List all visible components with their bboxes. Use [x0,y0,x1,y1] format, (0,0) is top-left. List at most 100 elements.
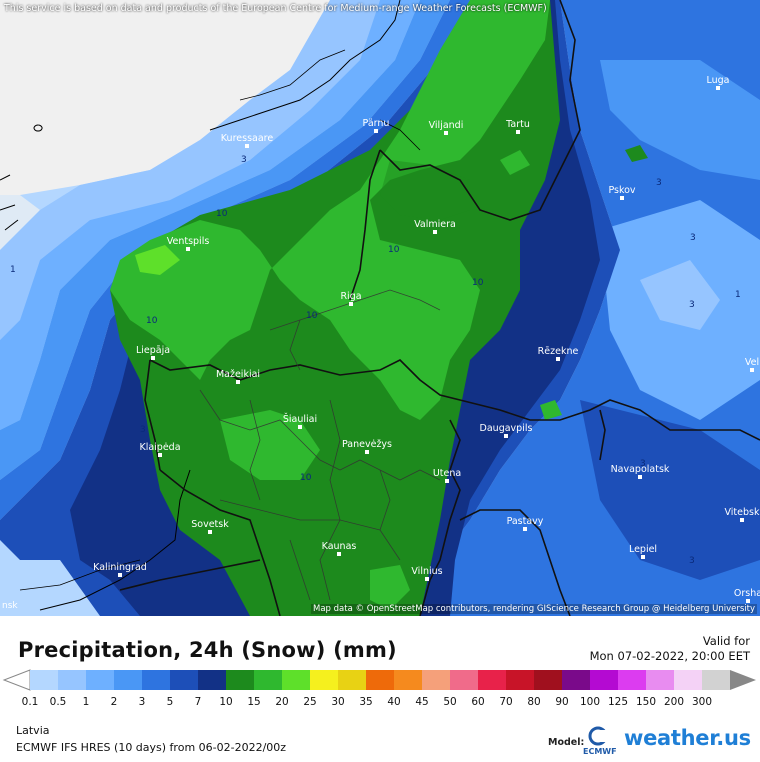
scale-swatch [478,670,506,690]
scale-swatch [646,670,674,690]
scale-tick-label: 150 [635,696,657,708]
city-marker [236,380,240,384]
city-label[interactable]: Riga [340,291,361,302]
city-label[interactable]: Tartu [505,119,530,130]
scale-swatch [674,670,702,690]
city-marker [425,577,429,581]
precipitation-map[interactable]: 3 3 10 10 10 10 10 3 3 1 3 3 1 10 3 Luga Pärnu Viljandi T… [0,0,760,616]
scale-tick-label: 90 [555,696,569,708]
city-marker [523,527,527,531]
scale-tick-label: 0.1 [21,696,39,708]
scale-tick-label: 3 [138,696,146,708]
model-run: ECMWF IFS HRES (10 days) from 06-02-2022… [16,741,287,754]
city-label[interactable]: Kaliningrad [93,562,147,573]
city-label[interactable]: Klaipėda [139,442,180,453]
ecmwf-logo: ECMWF [582,726,618,762]
isoline-label: 1 [10,265,16,275]
city-marker [556,357,560,361]
city-marker [186,247,190,251]
scale-tick-label: 50 [443,696,457,708]
city-marker [504,434,508,438]
city-label[interactable]: Viljandi [429,120,464,131]
city-label[interactable]: Navapolatsk [611,464,670,475]
city-marker [716,86,720,90]
scale-tick-label: 300 [691,696,713,708]
city-marker [638,475,642,479]
isoline-label: 3 [690,233,696,243]
color-scale [0,668,760,702]
city-label[interactable]: Vitebsk [725,507,760,518]
isoline-label: 1 [735,290,741,300]
city-label[interactable]: Luga [707,75,730,86]
city-label[interactable]: Vilnius [411,566,442,577]
chart-title: Precipitation, 24h (Snow) (mm) [18,638,397,662]
scale-swatch [198,670,226,690]
city-label[interactable]: Sovetsk [191,519,229,530]
scale-tick-label: 100 [579,696,601,708]
city-marker [245,144,249,148]
scale-min-arrow [2,669,31,691]
city-marker [740,518,744,522]
weather-us-logo[interactable]: weather.us [624,726,751,750]
city-marker [445,479,449,483]
city-marker [349,302,353,306]
scale-swatch [534,670,562,690]
city-label[interactable]: Daugavpils [480,423,533,434]
city-label[interactable]: Panevėžys [342,439,392,450]
city-marker [151,356,155,360]
city-marker [516,130,520,134]
city-label[interactable]: Pastavy [507,516,544,527]
scale-swatch [114,670,142,690]
scale-tick-label: 125 [607,696,629,708]
city-marker [746,599,750,603]
scale-swatch [170,670,198,690]
city-label[interactable]: Kuressaare [221,133,274,144]
scale-swatch [30,670,58,690]
legend-panel: Precipitation, 24h (Snow) (mm) Valid for… [0,616,760,760]
city-marker [208,530,212,534]
city-label[interactable]: Mažeikiai [216,369,260,380]
city-label[interactable]: Utena [433,468,461,479]
scale-tick-label: 40 [387,696,401,708]
isoline-label: 3 [640,459,646,469]
isoline-label: 3 [140,425,146,435]
city-label[interactable]: Ventspils [167,236,210,247]
city-label[interactable]: Orsha [734,588,760,599]
city-label[interactable]: Rēzekne [538,346,579,357]
city-label[interactable]: Pskov [608,185,635,196]
isoline-label: 10 [472,278,484,288]
city-label[interactable]: Šiauliai [283,413,317,425]
city-label[interactable]: Liepāja [136,345,170,356]
isoline-label: 3 [689,300,695,310]
city-marker [620,196,624,200]
city-marker [365,450,369,454]
city-label[interactable]: Lepiel [629,544,657,555]
valid-time: Mon 07-02-2022, 20:00 EET [589,649,750,663]
isoline-label: 10 [146,316,158,326]
city-label[interactable]: Vel [745,357,759,368]
edge-city-label: nsk [2,601,18,611]
scale-swatch [422,670,450,690]
scale-swatch [618,670,646,690]
scale-tick-label: 1 [82,696,90,708]
isoline-label: 10 [300,473,312,483]
city-label[interactable]: Kaunas [322,541,357,552]
scale-swatch [58,670,86,690]
scale-tick-label: 7 [194,696,202,708]
scale-tick-label: 45 [415,696,429,708]
isoline-label: 10 [216,209,228,219]
scale-swatch [366,670,394,690]
scale-tick-label: 20 [275,696,289,708]
scale-swatch [702,670,730,690]
city-label[interactable]: Pärnu [363,118,390,129]
city-marker [374,129,378,133]
scale-swatch [226,670,254,690]
scale-swatch [310,670,338,690]
scale-tick-label: 5 [166,696,174,708]
scale-max-arrow [730,670,756,690]
scale-swatch [450,670,478,690]
city-marker [444,131,448,135]
city-label[interactable]: Valmiera [414,219,456,230]
city-marker [158,453,162,457]
scale-swatch [254,670,282,690]
